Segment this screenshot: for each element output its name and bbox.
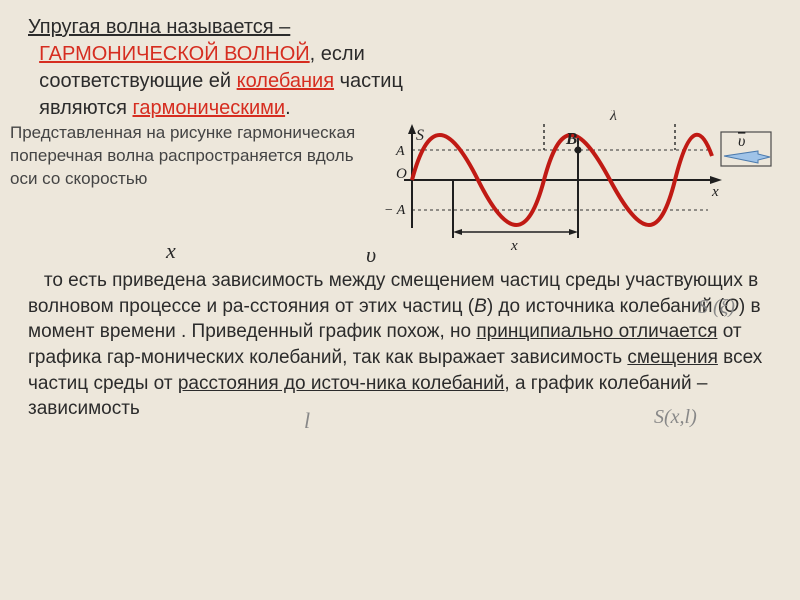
title-line3a: соответствующие ей [39,70,237,92]
wave-chart: λ S A − A O B x x υ [378,110,778,260]
title-line2-rest: , если [310,43,365,65]
chart-b-label: B [565,129,577,148]
chart-x-arrowhead [710,176,722,184]
main-paragraph: то есть приведена зависимость между смещ… [28,268,772,422]
main-u3: расстояния до источ-ника колебаний [178,373,505,394]
chart-a-label: A [395,144,405,159]
chart-x-axis-label: x [711,184,719,200]
main-b: B [474,296,487,317]
float-l: l [304,408,310,434]
chart-s-label: S [416,127,424,144]
title-line4b: . [285,97,291,119]
main-p2: ) до источника колебаний ( [487,296,724,317]
title-oscillations: колебания [237,70,334,92]
chart-velocity-arrow-icon [724,151,770,163]
title-line3b: частиц [334,70,403,92]
chart-lambda-label: λ [609,110,617,124]
title-harmonic: гармоническими [133,97,286,119]
chart-xspan-label: x [510,238,518,254]
chart-o-label: O [396,166,407,182]
chart-xspan-arrow-r [569,229,578,235]
intro-text: Представленная на рисунке гармоническая … [10,122,370,191]
title-block: Упругая волна называется – ГАРМОНИЧЕСКОЙ… [28,14,772,122]
chart-vel-label: υ [738,133,745,150]
axis-x-symbol: x [166,238,176,264]
float-sxl: S(x,l) [654,406,697,429]
chart-y-arrowhead [408,124,416,134]
title-line4a: являются [39,97,132,119]
velocity-symbol: υ [366,242,376,268]
chart-b-point [575,147,582,154]
main-u2: смещения [627,347,718,368]
title-line1: Упругая волна называется – [28,16,290,38]
float-xi: S (ξ) [698,296,735,319]
main-u1: принципиально отличается [476,321,717,342]
chart-ma-label: − A [384,203,406,218]
title-harmonic-wave: ГАРМОНИЧЕСКОЙ ВОЛНОЙ [39,43,310,65]
chart-xspan-arrow-l [453,229,462,235]
